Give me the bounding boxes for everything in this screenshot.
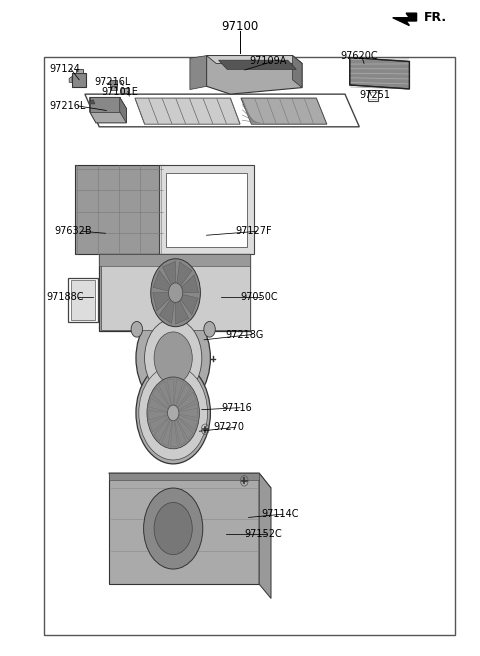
Bar <box>109 473 259 480</box>
Circle shape <box>168 283 183 302</box>
Bar <box>99 254 250 266</box>
Polygon shape <box>173 392 196 413</box>
Polygon shape <box>149 398 173 413</box>
Polygon shape <box>167 379 174 413</box>
Circle shape <box>147 377 199 449</box>
Polygon shape <box>152 388 173 413</box>
Polygon shape <box>176 275 199 293</box>
Polygon shape <box>153 270 176 293</box>
Polygon shape <box>292 56 302 88</box>
Circle shape <box>131 321 143 337</box>
Polygon shape <box>176 293 189 324</box>
Polygon shape <box>110 87 117 91</box>
Polygon shape <box>69 77 72 83</box>
Text: 97152C: 97152C <box>245 529 283 539</box>
Text: 97620C: 97620C <box>340 51 378 61</box>
Polygon shape <box>110 80 117 87</box>
Circle shape <box>154 332 192 384</box>
Bar <box>109 473 259 584</box>
Circle shape <box>136 307 210 409</box>
Bar <box>99 254 250 331</box>
Text: 97116: 97116 <box>221 403 252 413</box>
Text: 97124: 97124 <box>49 64 80 73</box>
Polygon shape <box>120 97 126 123</box>
Polygon shape <box>85 94 360 127</box>
Polygon shape <box>241 98 327 124</box>
Polygon shape <box>350 58 409 89</box>
Text: 97188C: 97188C <box>47 292 84 302</box>
Bar <box>68 277 98 322</box>
Polygon shape <box>259 473 271 598</box>
Polygon shape <box>162 413 173 446</box>
Polygon shape <box>173 384 191 413</box>
Circle shape <box>144 319 202 398</box>
Circle shape <box>204 321 216 337</box>
Polygon shape <box>170 413 178 447</box>
Polygon shape <box>393 13 417 26</box>
Polygon shape <box>120 88 129 93</box>
Bar <box>159 165 254 253</box>
Polygon shape <box>148 411 173 420</box>
Polygon shape <box>90 97 126 123</box>
Text: 97632B: 97632B <box>54 226 92 236</box>
Bar <box>166 173 247 247</box>
Text: 97109A: 97109A <box>250 56 287 66</box>
Circle shape <box>168 407 179 423</box>
Text: 97050C: 97050C <box>240 292 277 302</box>
Text: 97101E: 97101E <box>102 87 139 96</box>
Circle shape <box>168 405 179 420</box>
Polygon shape <box>90 97 120 112</box>
Polygon shape <box>173 413 186 445</box>
Bar <box>71 280 96 319</box>
Circle shape <box>144 488 203 569</box>
Text: 97127F: 97127F <box>235 226 272 236</box>
Polygon shape <box>173 379 183 413</box>
Circle shape <box>151 258 200 327</box>
Polygon shape <box>150 413 173 432</box>
Bar <box>75 165 164 253</box>
Polygon shape <box>109 473 271 488</box>
Polygon shape <box>90 100 95 104</box>
Polygon shape <box>72 73 86 87</box>
Polygon shape <box>159 293 176 323</box>
Polygon shape <box>206 56 302 64</box>
Polygon shape <box>162 261 176 293</box>
Polygon shape <box>135 98 240 124</box>
Text: 97114C: 97114C <box>262 509 299 519</box>
Polygon shape <box>206 56 302 94</box>
Text: 97251: 97251 <box>360 91 390 100</box>
Polygon shape <box>173 408 198 418</box>
Polygon shape <box>176 293 198 315</box>
Polygon shape <box>173 413 193 440</box>
Circle shape <box>139 366 207 460</box>
Polygon shape <box>190 56 206 90</box>
Polygon shape <box>154 413 173 441</box>
FancyBboxPatch shape <box>44 57 455 635</box>
Circle shape <box>136 362 210 464</box>
Polygon shape <box>173 413 197 430</box>
Polygon shape <box>173 403 198 413</box>
Bar <box>101 255 250 330</box>
Text: 97100: 97100 <box>221 20 259 33</box>
Polygon shape <box>76 69 83 73</box>
Circle shape <box>154 502 192 555</box>
Polygon shape <box>176 262 192 293</box>
Text: 97218G: 97218G <box>226 329 264 340</box>
Text: 97216L: 97216L <box>49 101 85 111</box>
Text: 97216L: 97216L <box>95 77 131 87</box>
Polygon shape <box>153 293 176 311</box>
Polygon shape <box>218 60 296 70</box>
Text: 97270: 97270 <box>214 422 245 432</box>
Text: FR.: FR. <box>424 10 447 24</box>
Polygon shape <box>158 381 173 413</box>
